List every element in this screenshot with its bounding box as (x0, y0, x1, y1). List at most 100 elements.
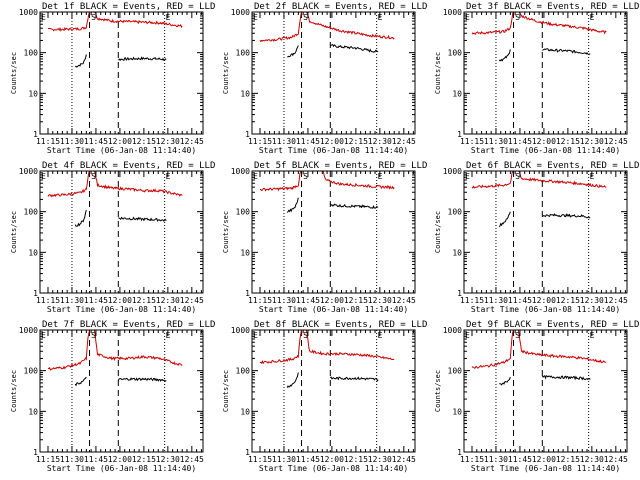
x-tick-label: 12:15 (556, 296, 580, 305)
series-group (47, 171, 183, 227)
saa-marker: S (91, 13, 96, 22)
series-line-events (329, 203, 379, 209)
x-tick-label: 11:30 (484, 137, 508, 146)
x-tick-label: 11:45 (84, 137, 108, 146)
x-tick-label: 11:45 (508, 455, 532, 464)
panel-title: Det 2f BLACK = Events, RED = LLD (254, 2, 427, 12)
end-marker: E (590, 331, 595, 340)
x-tick-label: 11:15 (36, 455, 60, 464)
series-line-events (498, 211, 511, 228)
x-tick-label: 11:30 (60, 455, 84, 464)
plot-frame (463, 329, 628, 453)
x-tick-label: 12:00 (532, 455, 556, 464)
x-tick-label: 11:30 (272, 455, 296, 464)
y-tick-label: 10 (28, 248, 38, 257)
x-axis-label: Start Time (06-Jan-08 11:14:40) (471, 305, 620, 314)
x-tick-label: 12:00 (108, 296, 132, 305)
x-tick-label: 12:45 (604, 296, 628, 305)
y-tick-label: 10 (240, 407, 250, 416)
panel-title: Det 1f BLACK = Events, RED = LLD (42, 2, 215, 12)
plot-frame (463, 170, 628, 294)
plot-frame (251, 329, 416, 453)
y-tick-label: 1000 (19, 326, 38, 335)
panel-det-4: Det 4f BLACK = Events, RED = LLD 1 10 100 10… (10, 161, 215, 314)
y-axis-label: Counts/sec (222, 211, 230, 253)
y-tick-label: 1 (33, 448, 38, 457)
y-tick-label: 1 (457, 289, 462, 298)
x-tick-label: 12:15 (344, 455, 368, 464)
end-marker: E (166, 13, 171, 22)
x-tick-label: 12:30 (368, 296, 392, 305)
panel-title: Det 9f BLACK = Events, RED = LLD (466, 320, 639, 330)
series-line-events (541, 375, 591, 381)
y-axis-label: Counts/sec (10, 52, 18, 94)
x-axis-label: Start Time (06-Jan-08 11:14:40) (471, 464, 620, 473)
x-tick-label: 11:15 (460, 296, 484, 305)
x-tick-label: 11:45 (508, 137, 532, 146)
y-tick-label: 100 (24, 49, 39, 58)
x-tick-label: 11:15 (248, 137, 272, 146)
panel-det-3: Det 3f BLACK = Events, RED = LLD 1 10 100 10… (434, 2, 639, 155)
x-tick-label: 12:15 (556, 455, 580, 464)
x-tick-label: 12:45 (392, 455, 416, 464)
x-tick-label: 11:15 (460, 455, 484, 464)
panel-det-5: Det 5f BLACK = Events, RED = LLD 1 10 100 10… (222, 161, 427, 314)
x-tick-label: 11:45 (296, 137, 320, 146)
y-tick-label: 10 (28, 89, 38, 98)
y-tick-label: 1000 (231, 326, 250, 335)
y-tick-label: 10 (240, 248, 250, 257)
start-marker: E (465, 331, 470, 340)
y-tick-label: 1 (457, 130, 462, 139)
saa-marker: S (303, 331, 308, 340)
y-tick-label: 100 (448, 208, 463, 217)
series-line-events (329, 376, 379, 382)
series-line-events (74, 376, 87, 387)
x-tick-label: 11:15 (36, 137, 60, 146)
x-tick-label: 12:15 (132, 296, 156, 305)
y-tick-label: 1000 (19, 167, 38, 176)
x-tick-label: 12:45 (392, 296, 416, 305)
panel-det-7: Det 7f BLACK = Events, RED = LLD 1 10 100 10… (10, 320, 215, 473)
plot-frame (39, 11, 204, 135)
x-tick-label: 12:30 (156, 137, 180, 146)
x-tick-label: 11:45 (84, 296, 108, 305)
x-axis-label: Start Time (06-Jan-08 11:14:40) (259, 146, 408, 155)
y-axis-label: Counts/sec (222, 370, 230, 412)
panel-det-9: Det 9f BLACK = Events, RED = LLD 1 10 100 10… (434, 320, 639, 473)
panel-det-1: Det 1f BLACK = Events, RED = LLD 1 10 100 10… (10, 2, 215, 155)
y-tick-label: 1000 (231, 167, 250, 176)
y-tick-label: 1 (33, 130, 38, 139)
x-axis-label: Start Time (06-Jan-08 11:14:40) (471, 146, 620, 155)
series-line-events (287, 45, 299, 58)
start-marker: E (465, 13, 470, 22)
panel-title: Det 3f BLACK = Events, RED = LLD (466, 2, 639, 12)
y-tick-label: 1 (245, 448, 250, 457)
x-tick-label: 12:45 (180, 296, 204, 305)
y-axis-label: Counts/sec (10, 211, 18, 253)
y-tick-label: 10 (452, 407, 462, 416)
x-tick-label: 12:15 (344, 137, 368, 146)
y-tick-label: 100 (24, 208, 39, 217)
x-tick-label: 12:45 (604, 455, 628, 464)
x-tick-label: 11:45 (296, 455, 320, 464)
x-tick-label: 11:30 (60, 137, 84, 146)
series-line-events (542, 48, 591, 55)
y-axis-label: Counts/sec (222, 52, 230, 94)
y-tick-label: 1 (457, 448, 462, 457)
panel-title: Det 4f BLACK = Events, RED = LLD (42, 161, 215, 171)
y-axis-label: Counts/sec (434, 52, 442, 94)
series-line-events (329, 44, 379, 53)
end-marker: E (166, 172, 171, 181)
y-tick-label: 100 (236, 367, 251, 376)
series-line-lld (47, 330, 90, 371)
series-line-lld (471, 330, 514, 369)
y-tick-label: 10 (240, 89, 250, 98)
y-tick-label: 100 (448, 49, 463, 58)
end-marker: E (378, 13, 383, 22)
panel-title: Det 7f BLACK = Events, RED = LLD (42, 320, 215, 330)
end-marker: E (166, 331, 171, 340)
series-line-events (118, 216, 167, 222)
series-line-events (74, 209, 87, 227)
x-tick-label: 12:30 (580, 455, 604, 464)
